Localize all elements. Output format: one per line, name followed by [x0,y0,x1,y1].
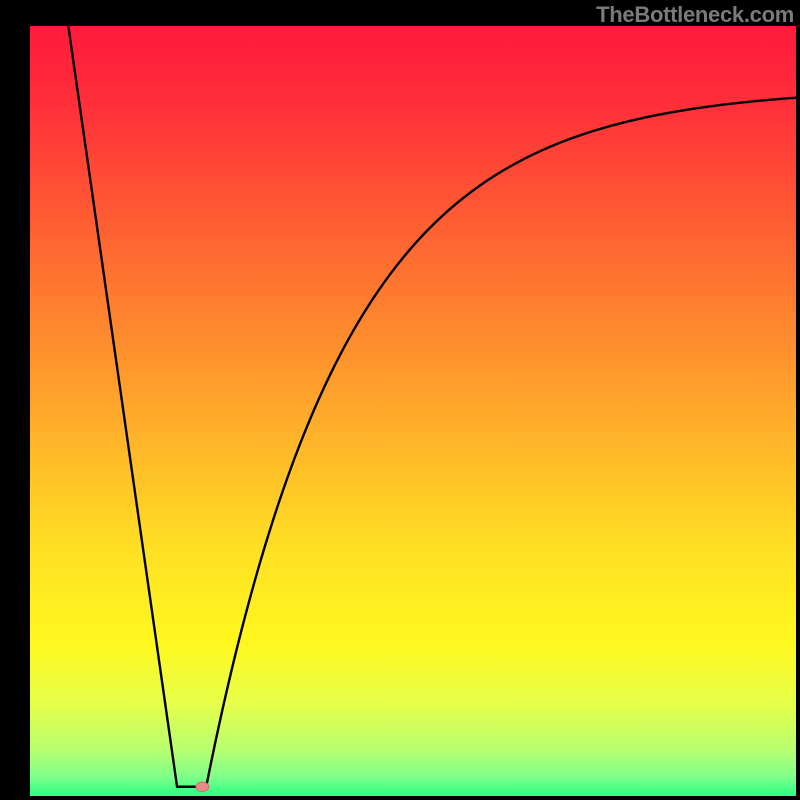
curve-layer [30,26,796,796]
watermark: TheBottleneck.com [596,2,794,28]
curve [68,26,796,787]
plot-area [30,26,796,796]
chart-container: TheBottleneck.com [0,0,800,800]
min-marker [196,782,209,792]
